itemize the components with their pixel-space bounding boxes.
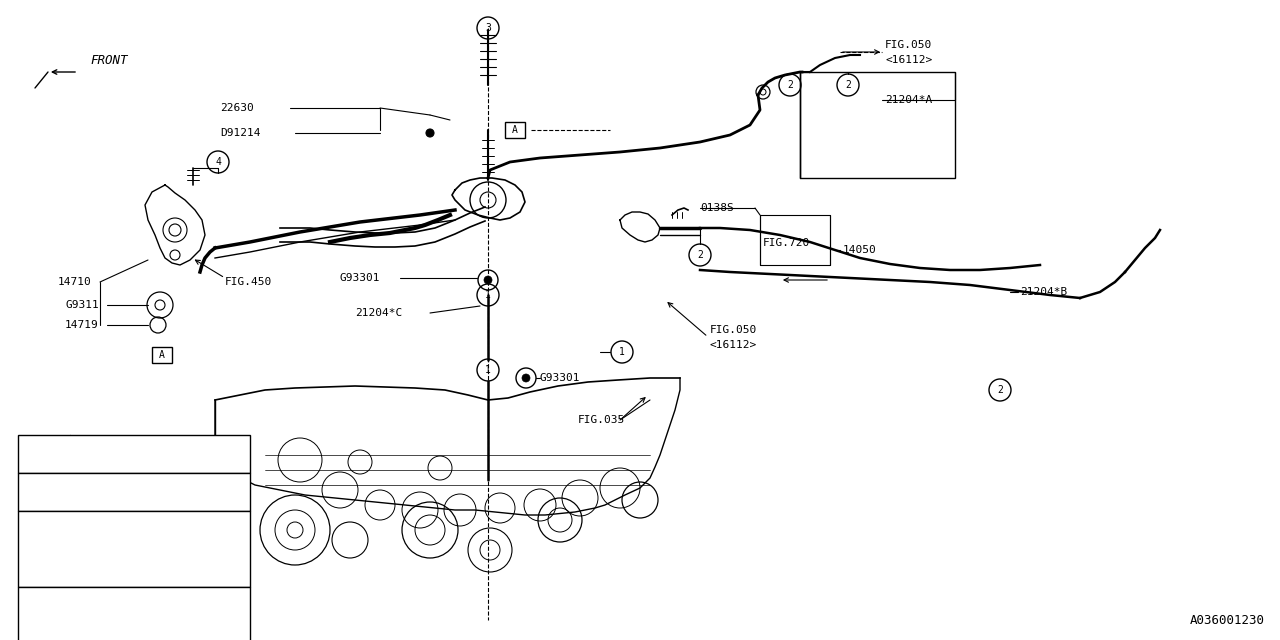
Text: FIG.050: FIG.050 <box>884 40 932 50</box>
Text: 2: 2 <box>41 487 47 497</box>
Text: G93301: G93301 <box>540 373 581 383</box>
Bar <box>152 347 172 363</box>
Bar <box>18 473 250 511</box>
Text: 21204*B: 21204*B <box>1020 287 1068 297</box>
Text: F92604: F92604 <box>78 449 119 459</box>
Text: J20604  (1203-): J20604 (1203-) <box>78 525 172 535</box>
Text: 1: 1 <box>620 347 625 357</box>
Text: <16112>: <16112> <box>884 55 932 65</box>
Text: FRONT: FRONT <box>90 54 128 67</box>
Text: J20882  (1203-): J20882 (1203-) <box>78 601 184 611</box>
Text: 2: 2 <box>787 80 792 90</box>
Text: 21204*A: 21204*A <box>884 95 932 105</box>
Text: 14710: 14710 <box>58 277 92 287</box>
Text: FIG.035: FIG.035 <box>579 415 625 425</box>
Circle shape <box>522 374 530 382</box>
Text: 22630: 22630 <box>220 103 253 113</box>
Text: 1: 1 <box>485 365 492 375</box>
Bar <box>800 72 955 178</box>
Circle shape <box>426 129 434 137</box>
Text: <16112>: <16112> <box>710 340 758 350</box>
Text: 3: 3 <box>485 23 492 33</box>
Text: 21204*C: 21204*C <box>355 308 402 318</box>
Bar <box>18 511 250 587</box>
Text: A: A <box>159 350 165 360</box>
Text: A036001230: A036001230 <box>1190 614 1265 627</box>
Bar <box>18 587 250 640</box>
Text: 0138S: 0138S <box>700 203 733 213</box>
Text: A: A <box>512 125 518 135</box>
Text: 1: 1 <box>41 449 47 459</box>
Text: 14719: 14719 <box>65 320 99 330</box>
Text: 0104S*B  (-1203): 0104S*B (-1203) <box>78 639 178 640</box>
Text: D91214: D91214 <box>220 128 261 138</box>
Text: 0923S*A: 0923S*A <box>78 487 125 497</box>
Text: FIG.050: FIG.050 <box>710 325 758 335</box>
Text: 2: 2 <box>997 385 1004 395</box>
Text: 14050: 14050 <box>844 245 877 255</box>
Bar <box>760 215 829 265</box>
Text: 2: 2 <box>698 250 703 260</box>
Text: 4: 4 <box>215 157 221 167</box>
Bar <box>506 122 525 138</box>
Circle shape <box>484 276 492 284</box>
Text: 2: 2 <box>845 80 851 90</box>
Text: 4: 4 <box>41 620 47 630</box>
Text: 3: 3 <box>41 544 47 554</box>
Text: 0104S*A  (-1203): 0104S*A (-1203) <box>78 563 178 573</box>
Bar <box>18 435 250 473</box>
Text: FIG.720: FIG.720 <box>763 238 810 248</box>
Text: G93301: G93301 <box>340 273 380 283</box>
Text: G9311: G9311 <box>65 300 99 310</box>
Text: FIG.450: FIG.450 <box>225 277 273 287</box>
Text: 1: 1 <box>485 290 492 300</box>
